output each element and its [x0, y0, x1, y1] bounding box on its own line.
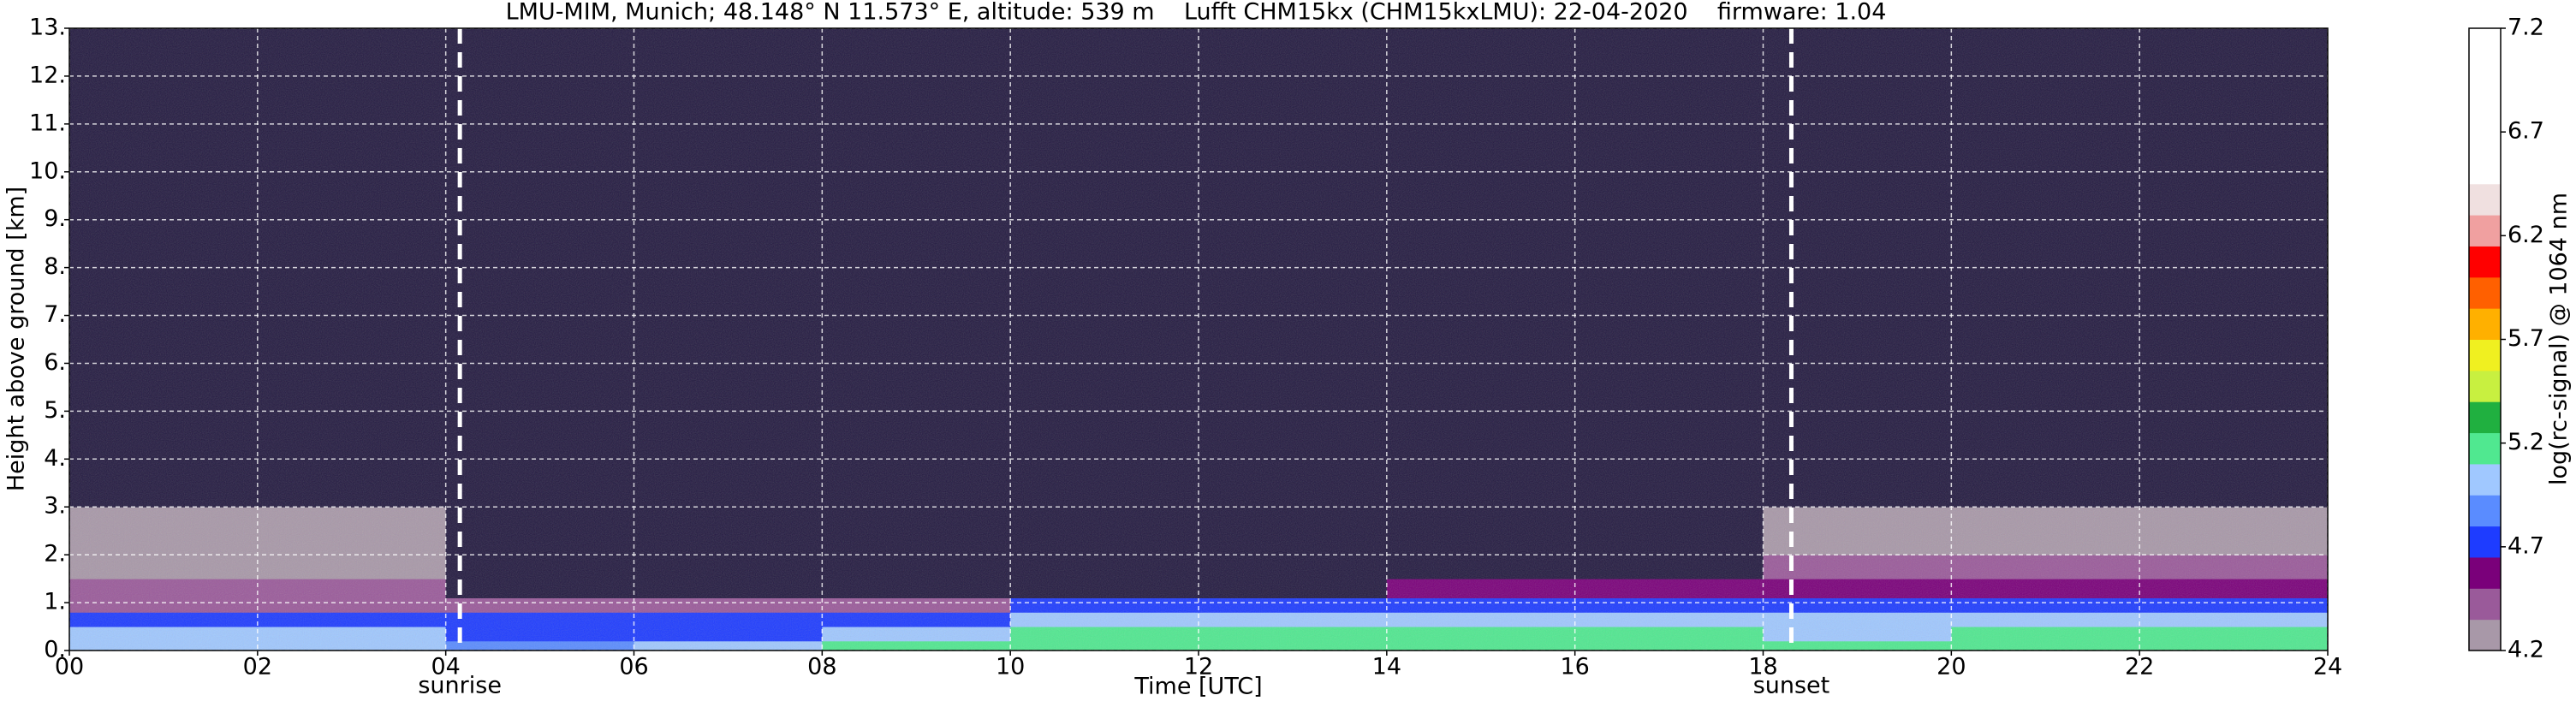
colorbar-swatch — [2469, 401, 2501, 434]
x-axis-label: Time [UTC] — [1133, 674, 1262, 700]
x-tick-label: 22 — [2125, 654, 2154, 680]
y-tick-label: 11. — [29, 110, 66, 136]
colorbar-swatch — [2469, 463, 2501, 496]
x-tick-label: 24 — [2313, 654, 2342, 680]
x-tick-label: 08 — [807, 654, 836, 680]
colorbar-swatch — [2469, 619, 2501, 651]
colorbar-swatch — [2469, 370, 2501, 402]
colorbar-tick-label: 6.2 — [2508, 222, 2544, 248]
y-tick-label: 0. — [44, 637, 66, 663]
colorbar-tick-label: 5.2 — [2508, 429, 2544, 455]
x-tick-label: 02 — [243, 654, 272, 680]
plot-frame — [68, 27, 2329, 651]
colorbar-swatch — [2469, 308, 2501, 340]
x-tick-label: 16 — [1560, 654, 1589, 680]
chart-title: LMU-MIM, Munich; 48.148° N 11.573° E, al… — [506, 0, 1887, 26]
colorbar-swatch — [2469, 276, 2501, 309]
colorbar-tick-label: 5.7 — [2508, 325, 2544, 352]
colorbar-swatch — [2469, 246, 2501, 278]
colorbar-swatch — [2469, 152, 2501, 185]
y-tick-label: 7. — [44, 301, 66, 328]
colorbar-swatch — [2469, 432, 2501, 465]
colorbar-swatch — [2469, 90, 2501, 122]
colorbar-swatch — [2469, 526, 2501, 558]
y-tick-label: 9. — [44, 205, 66, 232]
y-tick-label: 3. — [44, 493, 66, 520]
x-tick-label: 06 — [619, 654, 648, 680]
colorbar-swatch — [2469, 59, 2501, 92]
x-tick-label: 18 — [1748, 654, 1777, 680]
y-tick-label: 12. — [29, 62, 66, 88]
x-tick-label: 12 — [1184, 654, 1213, 680]
y-axis-label: Height above ground [km] — [3, 187, 30, 491]
annotation-label: sunset — [1753, 673, 1830, 699]
annotation-label: sunrise — [418, 673, 502, 699]
colorbar-swatch — [2469, 588, 2501, 621]
colorbar-swatch — [2469, 556, 2501, 589]
x-tick-label: 14 — [1372, 654, 1401, 680]
colorbar-swatch — [2469, 495, 2501, 527]
colorbar-swatch — [2469, 28, 2501, 60]
colorbar-swatch — [2469, 122, 2501, 153]
colorbar-swatch — [2469, 339, 2501, 371]
colorbar-swatch — [2469, 183, 2501, 216]
x-tick-label: 04 — [431, 654, 460, 680]
y-tick-label: 13. — [29, 15, 66, 41]
colorbar-label: log(rc-signal) @ 1064 nm — [2546, 193, 2573, 485]
x-tick-label: 10 — [996, 654, 1025, 680]
x-tick-label: 20 — [1936, 654, 1966, 680]
y-tick-label: 6. — [44, 349, 66, 376]
y-tick-label: 8. — [44, 253, 66, 280]
y-tick-label: 10. — [29, 157, 66, 184]
x-tick-label: 00 — [55, 654, 84, 680]
colorbar-tick-label: 4.7 — [2508, 532, 2544, 559]
y-tick-label: 1. — [44, 589, 66, 615]
colorbar-swatch — [2469, 215, 2501, 247]
y-tick-label: 4. — [44, 445, 66, 472]
colorbar-tick-label: 4.2 — [2508, 637, 2544, 663]
colorbar-tick-label: 6.7 — [2508, 118, 2544, 145]
y-tick-label: 2. — [44, 541, 66, 567]
y-tick-label: 5. — [44, 397, 66, 424]
colorbar-tick-label: 7.2 — [2508, 15, 2544, 41]
